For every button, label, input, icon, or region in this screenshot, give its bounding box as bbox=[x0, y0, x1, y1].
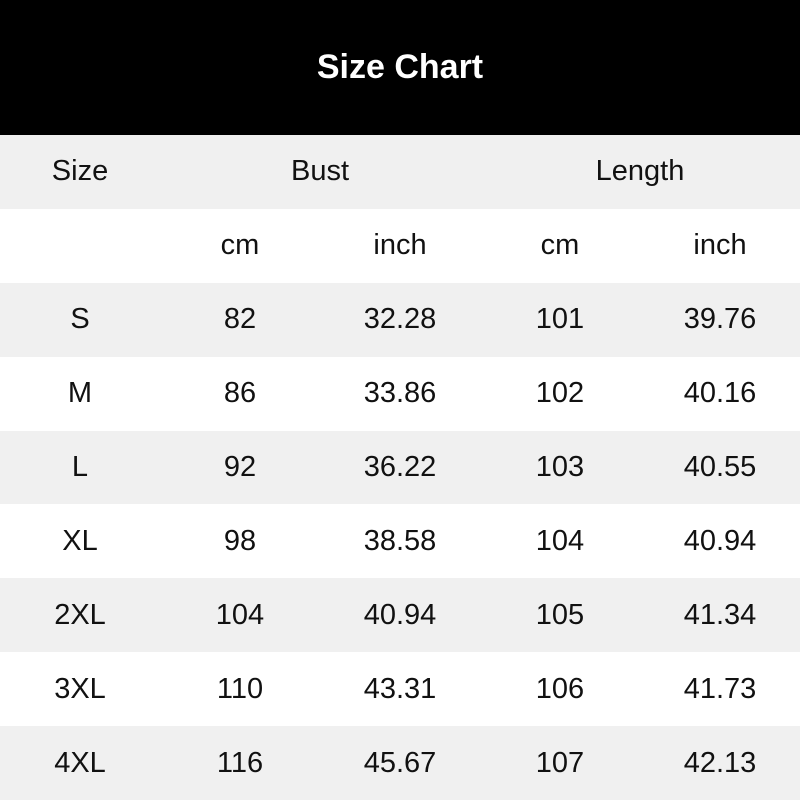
length-inch-value: 41.73 bbox=[683, 672, 757, 705]
length-inch-value: 40.16 bbox=[683, 377, 757, 410]
unit-header-row: cm inch cm inch bbox=[0, 208, 800, 283]
size-label: L bbox=[71, 450, 89, 483]
size-chart-banner: Size Chart bbox=[0, 0, 800, 135]
length-inch-value: 42.13 bbox=[683, 746, 757, 779]
bust-inch-value: 38.58 bbox=[363, 524, 437, 557]
table-row-2xl: 2XL 104 40.94 105 41.34 bbox=[0, 578, 800, 653]
unit-cell-bust-inch: inch bbox=[373, 229, 427, 262]
length-cm-value: 104 bbox=[535, 524, 585, 557]
length-cm-value: 101 bbox=[535, 303, 585, 336]
length-inch-value: 40.55 bbox=[683, 450, 757, 483]
table-row-4xl: 4XL 116 45.67 107 42.13 bbox=[0, 726, 800, 800]
bust-inch-value: 43.31 bbox=[363, 672, 437, 705]
bust-cm-value: 92 bbox=[223, 450, 257, 483]
length-inch-value: 40.94 bbox=[683, 524, 757, 557]
bust-cm-value: 110 bbox=[216, 672, 264, 705]
unit-cell-empty bbox=[0, 209, 160, 283]
bust-inch-value: 36.22 bbox=[363, 450, 437, 483]
unit-cell-bust-cm: cm bbox=[220, 229, 260, 262]
bust-inch-value: 45.67 bbox=[363, 746, 437, 779]
table-row-xl: XL 98 38.58 104 40.94 bbox=[0, 504, 800, 579]
length-cm-value: 106 bbox=[535, 672, 585, 705]
length-inch-value: 41.34 bbox=[683, 598, 757, 631]
size-label: 4XL bbox=[54, 746, 106, 779]
size-label: 3XL bbox=[54, 672, 106, 705]
table-header-row: Size Bust Length bbox=[0, 135, 800, 209]
length-cm-value: 103 bbox=[535, 450, 585, 483]
bust-inch-value: 32.28 bbox=[363, 303, 437, 336]
table-row-3xl: 3XL 110 43.31 106 41.73 bbox=[0, 652, 800, 726]
size-label: S bbox=[70, 303, 90, 336]
bust-cm-value: 86 bbox=[223, 377, 257, 410]
col-header-length: Length bbox=[595, 155, 685, 188]
page-title: Size Chart bbox=[316, 48, 484, 86]
col-header-bust: Bust bbox=[290, 155, 350, 188]
table-row-l: L 92 36.22 103 40.55 bbox=[0, 430, 800, 505]
bust-cm-value: 116 bbox=[216, 746, 264, 779]
bust-cm-value: 104 bbox=[215, 598, 265, 631]
table-row-s: S 82 32.28 101 39.76 bbox=[0, 282, 800, 357]
unit-cell-length-cm: cm bbox=[540, 229, 580, 262]
col-header-size: Size bbox=[51, 155, 109, 188]
bust-inch-value: 40.94 bbox=[363, 598, 437, 631]
unit-cell-length-inch: inch bbox=[693, 229, 747, 262]
length-inch-value: 39.76 bbox=[683, 303, 757, 336]
size-label: 2XL bbox=[54, 598, 106, 631]
bust-cm-value: 82 bbox=[223, 303, 257, 336]
size-label: XL bbox=[62, 524, 98, 557]
length-cm-value: 105 bbox=[535, 598, 585, 631]
table-row-m: M 86 33.86 102 40.16 bbox=[0, 356, 800, 431]
length-cm-value: 107 bbox=[535, 746, 585, 779]
size-chart-table: Size Bust Length cm inch cm inch S 82 32… bbox=[0, 135, 800, 800]
size-label: M bbox=[67, 377, 93, 410]
bust-inch-value: 33.86 bbox=[363, 377, 437, 410]
length-cm-value: 102 bbox=[535, 377, 585, 410]
bust-cm-value: 98 bbox=[223, 524, 257, 557]
